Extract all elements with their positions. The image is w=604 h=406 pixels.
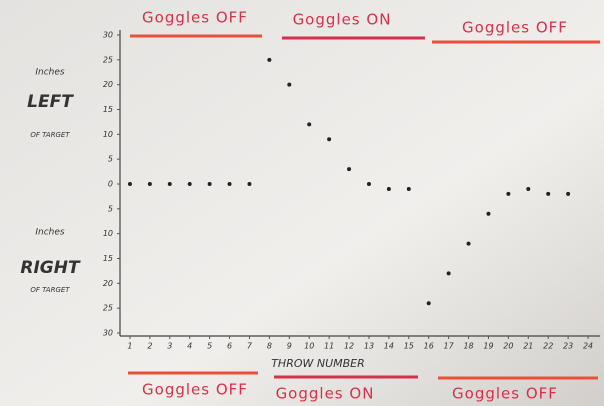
x-tick-label: 6: [227, 342, 232, 351]
side-label: OF TARGET: [30, 286, 70, 294]
x-tick-label: 20: [503, 342, 513, 351]
x-tick-label: 14: [384, 342, 394, 351]
phase-label: Goggles OFF: [142, 381, 248, 399]
x-tick-label: 2: [147, 342, 152, 351]
y-tick-label: 20: [103, 80, 113, 89]
y-tick-label: 25: [103, 55, 113, 64]
side-label: Inches: [35, 228, 65, 238]
y-tick-label: 5: [108, 155, 113, 164]
page: THROW NUMBER Goggles OFF Goggles ON Goggle…: [0, 0, 604, 406]
x-tick-label: 17: [444, 342, 455, 351]
side-label: Inches: [35, 68, 65, 78]
x-tick-label: 19: [483, 342, 493, 351]
x-tick-label: 22: [543, 342, 553, 351]
point: [247, 182, 251, 186]
side-label: OF TARGET: [30, 131, 70, 139]
y-tick-label: 5: [108, 204, 113, 213]
point: [407, 187, 411, 191]
x-tick-label: 8: [267, 342, 272, 351]
y-tick-label: 30: [103, 329, 113, 338]
x-tick-label: 9: [287, 342, 292, 351]
x-tick-label: 12: [344, 342, 354, 351]
point: [168, 182, 172, 186]
x-tick-label: 18: [463, 342, 473, 351]
point: [526, 187, 530, 191]
chart: THROW NUMBER Goggles OFF Goggles ON Goggle…: [0, 0, 604, 406]
x-tick-label: 7: [247, 342, 253, 351]
phase-label: Goggles OFF: [142, 9, 248, 27]
point: [148, 182, 152, 186]
phase-label: Goggles OFF: [452, 385, 558, 403]
x-tick-label: 4: [187, 342, 192, 351]
x-tick-label: 21: [523, 342, 533, 351]
x-axis-label: THROW NUMBER: [271, 357, 365, 370]
x-tick-label: 23: [563, 342, 573, 351]
point: [566, 192, 570, 196]
y-tick-label: 15: [103, 105, 113, 114]
phase-label: Goggles OFF: [462, 19, 568, 37]
point: [327, 137, 331, 141]
point: [486, 212, 490, 216]
x-tick-label: 15: [404, 342, 414, 351]
point: [307, 122, 311, 126]
point: [188, 182, 192, 186]
x-tick-label: 5: [207, 342, 212, 351]
point: [228, 182, 232, 186]
point: [467, 242, 471, 246]
x-tick-label: 11: [324, 342, 334, 351]
y-tick-label: 10: [103, 130, 113, 139]
x-tick-label: 13: [364, 342, 374, 351]
phase-label: Goggles ON: [276, 385, 375, 403]
y-tick-label: 0: [108, 180, 113, 189]
side-label: RIGHT: [20, 258, 81, 278]
point: [506, 192, 510, 196]
y-tick-label: 15: [103, 254, 113, 263]
phase-label: Goggles ON: [293, 11, 392, 29]
point: [208, 182, 212, 186]
y-tick-label: 25: [103, 304, 113, 313]
point: [387, 187, 391, 191]
point: [367, 182, 371, 186]
x-tick-label: 24: [583, 342, 593, 351]
point: [347, 167, 351, 171]
x-tick-label: 10: [304, 342, 314, 351]
x-tick-label: 16: [424, 342, 434, 351]
y-tick-label: 30: [103, 31, 113, 40]
point: [287, 83, 291, 87]
point: [546, 192, 550, 196]
y-tick-label: 10: [103, 229, 113, 238]
x-tick-label: 1: [127, 342, 132, 351]
point: [267, 58, 271, 62]
y-tick-label: 20: [103, 279, 113, 288]
x-tick-label: 3: [167, 342, 172, 351]
point: [447, 271, 451, 275]
point: [427, 301, 431, 305]
side-label: LEFT: [27, 92, 74, 112]
point: [128, 182, 132, 186]
